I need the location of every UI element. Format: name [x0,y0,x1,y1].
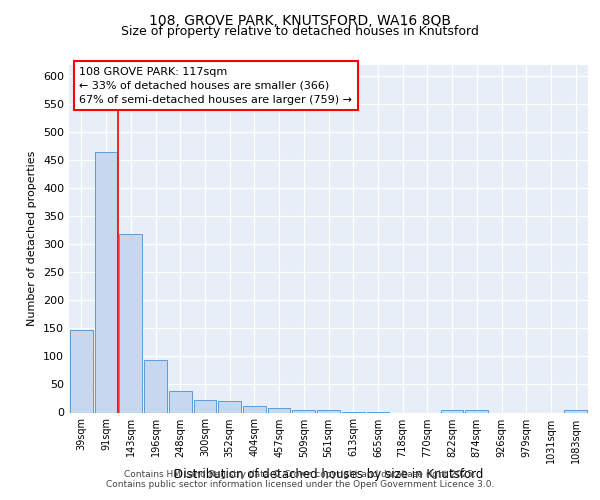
Bar [95,152,118,412]
X-axis label: Distribution of detached houses by size in Knutsford: Distribution of detached houses by size … [174,468,483,481]
Bar [70,330,93,412]
Bar [169,391,191,412]
Bar [564,410,587,412]
Bar [144,360,167,412]
Text: Contains public sector information licensed under the Open Government Licence 3.: Contains public sector information licen… [106,480,494,489]
Bar [441,410,463,412]
Text: Size of property relative to detached houses in Knutsford: Size of property relative to detached ho… [121,25,479,38]
Bar [466,410,488,412]
Bar [292,410,315,412]
Text: 108, GROVE PARK, KNUTSFORD, WA16 8QB: 108, GROVE PARK, KNUTSFORD, WA16 8QB [149,14,451,28]
Bar [268,408,290,412]
Bar [243,406,266,412]
Y-axis label: Number of detached properties: Number of detached properties [28,151,37,326]
Bar [218,402,241,412]
Text: Contains HM Land Registry data © Crown copyright and database right 2025.: Contains HM Land Registry data © Crown c… [124,470,476,479]
Text: 108 GROVE PARK: 117sqm
← 33% of detached houses are smaller (366)
67% of semi-de: 108 GROVE PARK: 117sqm ← 33% of detached… [79,66,352,104]
Bar [194,400,216,412]
Bar [119,234,142,412]
Bar [317,410,340,412]
